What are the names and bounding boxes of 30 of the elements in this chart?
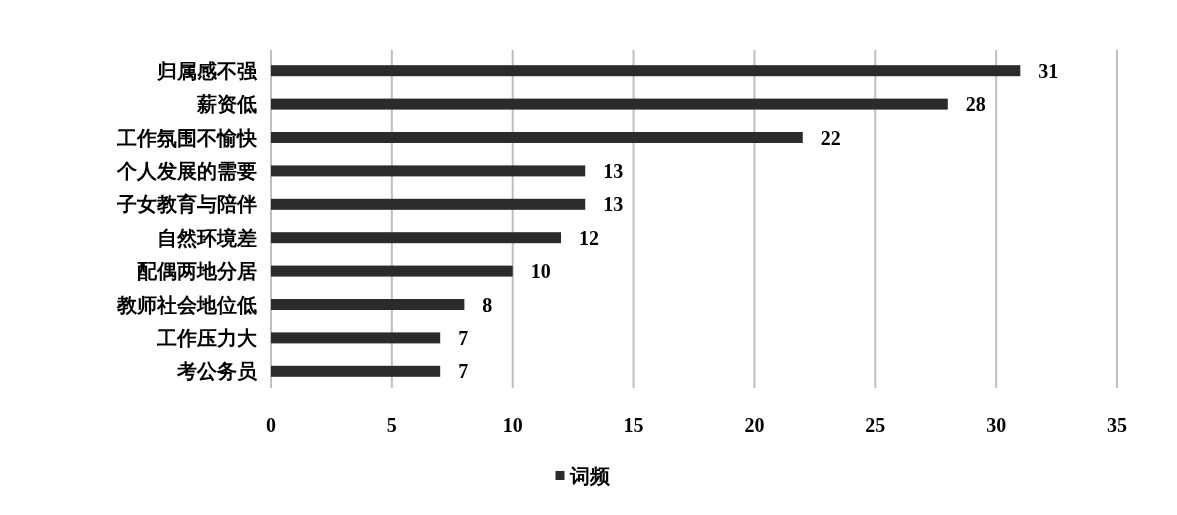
x-tick-label: 5 xyxy=(386,414,397,436)
x-tick-label: 0 xyxy=(266,414,276,436)
y-tick-label: 考公务员 xyxy=(176,360,258,383)
y-tick-label: 自然环境差 xyxy=(157,226,257,249)
data-label: 12 xyxy=(579,226,600,249)
y-tick-label: 工作压力大 xyxy=(156,326,258,349)
x-tick-label: 20 xyxy=(744,414,765,436)
data-label: 8 xyxy=(482,293,493,316)
legend-label: 词频 xyxy=(568,465,611,487)
legend: 词频 xyxy=(555,465,610,487)
y-tick-label: 个人发展的需要 xyxy=(116,159,257,182)
y-tick-label: 薪资低 xyxy=(196,93,257,116)
y-tick-label: 归属感不强 xyxy=(156,59,258,82)
y-tick-label: 配偶两地分居 xyxy=(137,260,257,283)
x-tick-label: 35 xyxy=(1107,414,1127,436)
y-tick-label: 子女教育与陪伴 xyxy=(116,193,257,216)
data-label: 31 xyxy=(1038,59,1059,82)
x-tick-label: 10 xyxy=(502,414,523,436)
data-label: 7 xyxy=(458,360,469,383)
data-label: 22 xyxy=(820,126,841,149)
y-tick-label: 教师社会地位低 xyxy=(116,293,257,316)
x-tick-label: 30 xyxy=(986,414,1007,436)
data-label: 7 xyxy=(458,326,469,349)
x-tick-label: 25 xyxy=(865,414,886,436)
data-label: 10 xyxy=(530,260,551,283)
y-tick-label: 工作氛围不愉快 xyxy=(116,126,258,149)
data-label: 13 xyxy=(603,159,624,182)
data-label: 28 xyxy=(965,93,986,116)
x-tick-label: 15 xyxy=(623,414,644,436)
data-label: 13 xyxy=(603,193,624,216)
